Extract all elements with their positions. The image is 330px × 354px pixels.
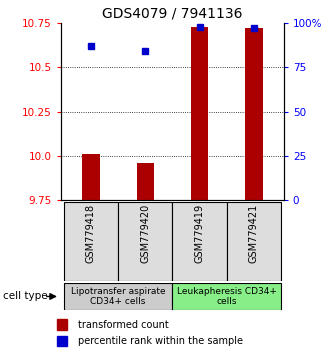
Text: GSM779418: GSM779418 <box>86 204 96 263</box>
Bar <box>245 28 263 200</box>
Text: GSM779419: GSM779419 <box>195 204 205 263</box>
Bar <box>191 27 208 200</box>
Bar <box>173 202 227 281</box>
Bar <box>57 336 67 346</box>
Text: transformed count: transformed count <box>78 320 169 330</box>
Text: Leukapheresis CD34+
cells: Leukapheresis CD34+ cells <box>177 287 277 306</box>
Bar <box>64 283 173 310</box>
Bar <box>57 319 67 330</box>
Text: percentile rank within the sample: percentile rank within the sample <box>78 336 243 346</box>
Bar <box>173 283 281 310</box>
Text: GSM779420: GSM779420 <box>140 204 150 263</box>
Bar <box>64 202 118 281</box>
Bar <box>137 163 154 200</box>
Text: GSM779421: GSM779421 <box>249 204 259 263</box>
Bar <box>227 202 281 281</box>
Title: GDS4079 / 7941136: GDS4079 / 7941136 <box>102 6 243 21</box>
Bar <box>82 154 100 200</box>
Text: cell type: cell type <box>3 291 48 302</box>
Bar <box>118 202 173 281</box>
Text: Lipotransfer aspirate
CD34+ cells: Lipotransfer aspirate CD34+ cells <box>71 287 165 306</box>
